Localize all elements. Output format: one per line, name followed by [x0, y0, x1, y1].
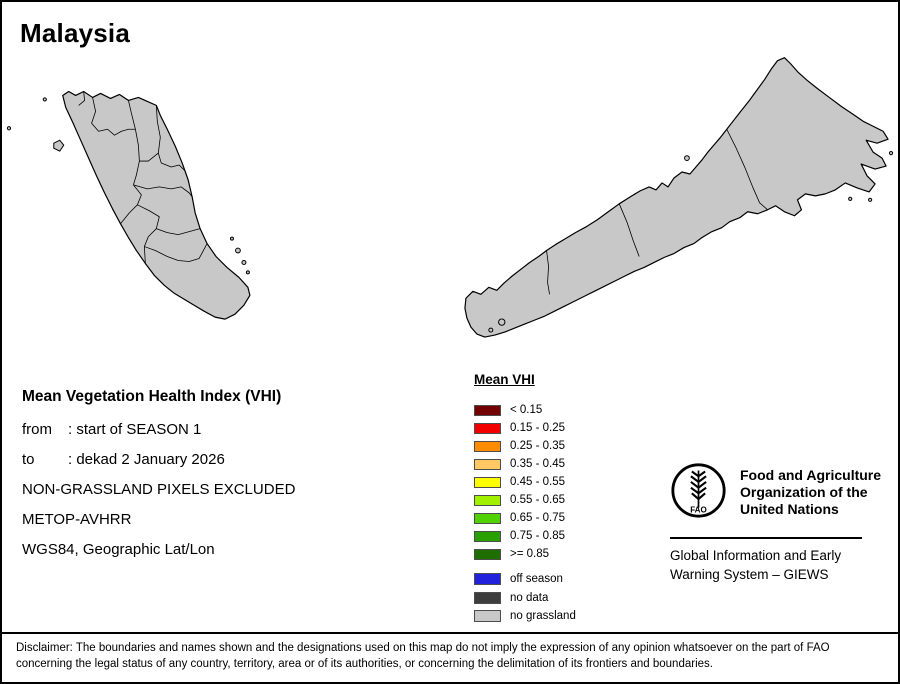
- fao-attribution-block: FAO Food and Agriculture Organization of…: [670, 462, 882, 584]
- map-metadata: Mean Vegetation Health Index (VHI) from:…: [22, 388, 295, 571]
- east-coast-islet: [241, 259, 247, 265]
- legend-row: >= 0.85: [474, 548, 576, 560]
- legend-row: no grassland: [474, 610, 576, 622]
- legend-row: 0.35 - 0.45: [474, 458, 576, 470]
- east-coast-islet: [245, 270, 250, 275]
- legend-label: >= 0.85: [510, 548, 550, 560]
- fao-org-line: Organization of the: [740, 484, 868, 500]
- legend-row: off season: [474, 573, 576, 585]
- legend-title: Mean VHI: [474, 372, 535, 387]
- legend-swatch: [474, 512, 501, 524]
- metadata-from-row: from : start of SEASON 1: [22, 421, 295, 439]
- from-value: : start of SEASON 1: [68, 421, 202, 438]
- legend-extra-list: off season no data no grassland: [474, 573, 576, 622]
- legend-label: 0.35 - 0.45: [510, 458, 565, 470]
- legend-label: no data: [510, 591, 549, 604]
- legend-label: 0.45 - 0.55: [510, 476, 565, 488]
- fao-org-name: Food and Agriculture Organization of the…: [740, 462, 881, 518]
- to-label: to: [22, 451, 35, 468]
- legend-label: 0.55 - 0.65: [510, 494, 565, 506]
- borneo-malaysia-landmass: [464, 57, 889, 338]
- giews-line: Warning System – GIEWS: [670, 567, 829, 582]
- legend-swatch: [474, 440, 501, 452]
- to-value: : dekad 2 January 2026: [68, 451, 225, 468]
- fao-logo-row: FAO Food and Agriculture Organization of…: [670, 462, 882, 519]
- legend-swatch: [474, 458, 501, 470]
- legend-swatch: [474, 494, 501, 506]
- penang-island: [53, 139, 65, 152]
- west-coast-islet: [42, 97, 47, 102]
- sarawak-islet: [488, 327, 494, 333]
- legend-label: 0.25 - 0.35: [510, 440, 565, 452]
- vhi-legend: Mean VHI < 0.15 0.15 - 0.25 0.25 - 0.35 0.3…: [474, 372, 576, 629]
- fao-org-line: United Nations: [740, 501, 839, 517]
- legend-label: 0.15 - 0.25: [510, 422, 565, 434]
- east-sabah-islet: [848, 196, 853, 201]
- legend-row: 0.65 - 0.75: [474, 512, 576, 524]
- legend-swatch: [474, 610, 501, 622]
- disclaimer-divider: [2, 632, 898, 634]
- legend-swatch: [474, 476, 501, 488]
- legend-swatch: [474, 422, 501, 434]
- east-malaysia-region: [464, 57, 894, 338]
- west-islet: [6, 126, 12, 131]
- page-title: Malaysia: [20, 18, 131, 48]
- east-coast-islet: [235, 247, 241, 254]
- peninsular-malaysia-landmass: [62, 90, 251, 320]
- legend-row: < 0.15: [474, 404, 576, 416]
- labuan-island: [684, 155, 690, 161]
- east-coast-islet: [229, 236, 234, 241]
- legend-swatch: [474, 573, 501, 585]
- legend-swatch: [474, 530, 501, 542]
- legend-row: no data: [474, 591, 576, 604]
- legend-swatch: [474, 404, 501, 416]
- giews-line: Global Information and Early: [670, 548, 842, 563]
- from-label: from: [22, 421, 52, 438]
- legend-label: 0.65 - 0.75: [510, 512, 565, 524]
- legend-swatch: [474, 591, 501, 604]
- giews-caption: Global Information and Early Warning Sys…: [670, 546, 882, 584]
- sarawak-islet: [498, 318, 506, 326]
- wheat-grains-icon: [690, 470, 707, 500]
- fao-divider: [670, 537, 862, 539]
- legend-row: 0.55 - 0.65: [474, 494, 576, 506]
- metadata-exclusion-note: NON-GRASSLAND PIXELS EXCLUDED: [22, 481, 296, 498]
- borneo-state-boundaries: [546, 129, 768, 295]
- east-sabah-islet: [888, 151, 894, 156]
- peninsular-malaysia-region: [6, 90, 251, 320]
- fao-org-line: Food and Agriculture: [740, 467, 882, 483]
- metadata-to-row: to : dekad 2 January 2026: [22, 451, 295, 469]
- legend-label: no grassland: [510, 610, 576, 622]
- legend-label: off season: [510, 573, 563, 585]
- disclaimer-text: Disclaimer: The boundaries and names sho…: [16, 642, 830, 670]
- legend-row: 0.25 - 0.35: [474, 440, 576, 452]
- legend-label: 0.75 - 0.85: [510, 530, 565, 542]
- east-sabah-islet: [868, 197, 873, 202]
- metadata-projection: WGS84, Geographic Lat/Lon: [22, 541, 215, 558]
- legend-row: 0.75 - 0.85: [474, 530, 576, 542]
- fao-logo-icon: FAO: [671, 463, 726, 518]
- legend-label: < 0.15: [510, 404, 543, 416]
- peninsular-state-boundaries: [78, 91, 208, 264]
- fao-logo-text: FAO: [690, 505, 707, 514]
- legend-row: 0.15 - 0.25: [474, 422, 576, 434]
- metadata-sensor: METOP-AVHRR: [22, 511, 132, 528]
- legend-swatch: [474, 548, 501, 560]
- legend-class-list: < 0.15 0.15 - 0.25 0.25 - 0.35 0.35 - 0.45 0…: [474, 404, 576, 560]
- legend-row: 0.45 - 0.55: [474, 476, 576, 488]
- metadata-heading: Mean Vegetation Health Index (VHI): [22, 388, 282, 405]
